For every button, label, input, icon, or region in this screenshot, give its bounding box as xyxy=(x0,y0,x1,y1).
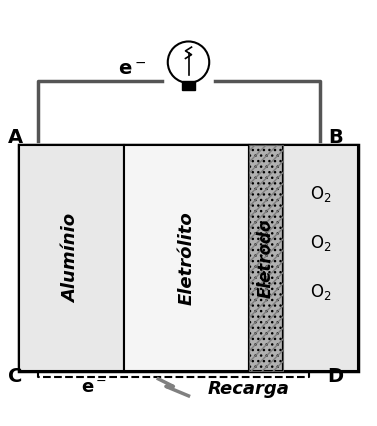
Bar xyxy=(283,145,358,371)
Text: O$_2$: O$_2$ xyxy=(310,282,331,302)
Text: e$^-$: e$^-$ xyxy=(118,60,146,79)
Text: Recarga: Recarga xyxy=(207,380,289,398)
Text: O$_2$: O$_2$ xyxy=(310,184,331,204)
Bar xyxy=(19,145,124,371)
Circle shape xyxy=(168,41,209,83)
Bar xyxy=(19,145,358,371)
Text: B: B xyxy=(328,128,343,147)
Bar xyxy=(124,145,249,371)
Text: A: A xyxy=(8,128,23,147)
Bar xyxy=(249,145,283,371)
Text: O$_2$: O$_2$ xyxy=(310,233,331,253)
Text: Eletrodo: Eletrodo xyxy=(257,219,275,298)
Bar xyxy=(249,145,283,371)
Text: Eletrólito: Eletrólito xyxy=(178,211,196,305)
Text: C: C xyxy=(8,368,22,386)
Text: D: D xyxy=(328,368,343,386)
Text: Alumínio: Alumínio xyxy=(63,214,81,303)
Bar xyxy=(182,81,195,90)
Text: e$^-$: e$^-$ xyxy=(81,379,107,397)
